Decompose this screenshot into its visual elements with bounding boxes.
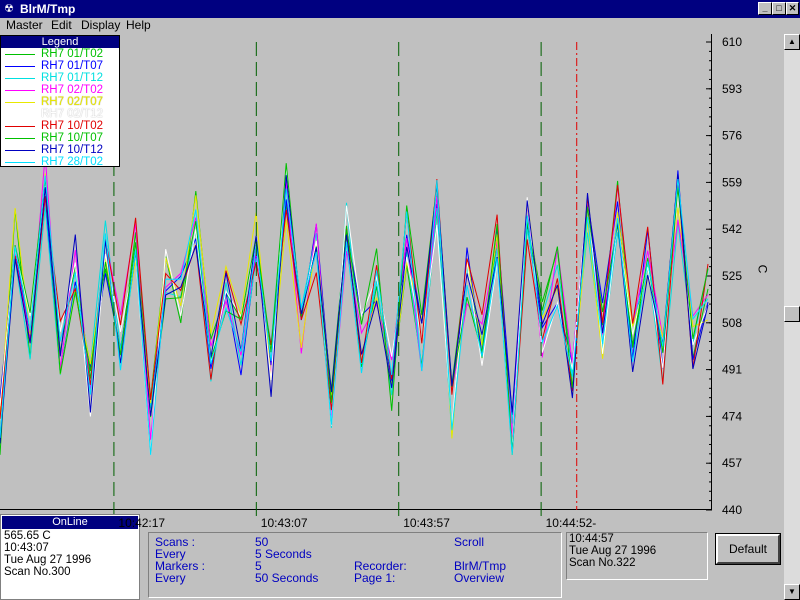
recorder-icon[interactable]: ☢	[4, 3, 14, 15]
legend-item[interactable]: RH7 01/T07	[1, 60, 119, 72]
page-value: Overview	[454, 571, 505, 585]
menu-help[interactable]: Help	[126, 18, 151, 32]
scroll-down-button[interactable]: ▼	[784, 584, 800, 600]
legend-swatch	[5, 66, 35, 67]
series-line	[0, 175, 709, 455]
markers-label: Markers :	[155, 559, 206, 573]
online-header: OnLine	[2, 516, 138, 529]
legend-label: RH7 02/T12	[41, 108, 104, 120]
legend-item[interactable]: RH7 02/T12	[1, 108, 119, 120]
y-tick-label: 440	[722, 503, 742, 517]
legend-swatch	[5, 126, 35, 127]
recorder-label: Recorder:	[354, 559, 407, 573]
y-tick-label: 559	[722, 175, 742, 189]
legend-item[interactable]: RH7 10/T07	[1, 132, 119, 144]
maximize-button[interactable]: □	[772, 2, 786, 15]
y-axis-unit: C	[755, 264, 770, 274]
legend-swatch	[5, 162, 35, 163]
legend-item[interactable]: RH7 10/T12	[1, 144, 119, 156]
series-line	[0, 174, 709, 444]
y-tick-label: 593	[722, 82, 742, 96]
y-tick-label: 457	[722, 456, 742, 470]
trend-chart: 610 593 576 559 542 525 508 491 474 457 440	[0, 35, 742, 522]
legend-title: Legend	[1, 36, 119, 48]
legend-item[interactable]: RH7 02/T02	[1, 84, 119, 96]
x-tick-label: 10:43:07	[260, 516, 308, 530]
window-title: BlrM/Tmp	[20, 2, 76, 16]
menu-master[interactable]: Master	[6, 18, 43, 32]
every-label-2: Every	[155, 571, 186, 585]
markers-value: 5	[255, 559, 262, 573]
legend-swatch	[5, 54, 35, 55]
cursor-date: Tue Aug 27 1996	[569, 545, 657, 557]
scroll-up-button[interactable]: ▲	[784, 34, 800, 50]
scans-value: 50	[255, 535, 269, 549]
legend-label: RH7 10/T12	[41, 144, 104, 156]
x-tick-label: 10:42:17	[118, 516, 166, 530]
cursor-time: 10:44:57	[569, 533, 614, 545]
legend-label: RH7 02/T07	[41, 96, 104, 108]
legend-item[interactable]: RH7 28/T02	[1, 156, 119, 167]
menu-display[interactable]: Display	[81, 18, 121, 32]
legend-label: RH7 01/T07	[41, 60, 104, 72]
current-value: 565.65 C	[4, 530, 51, 542]
title-bar: ☢ BlrM/Tmp _ □ ✕	[0, 0, 800, 18]
vertical-scrollbar[interactable]: ▲ ▼	[784, 34, 800, 600]
every-label-1: Every	[155, 547, 186, 561]
y-tick-label: 474	[722, 409, 742, 423]
legend-swatch	[5, 90, 35, 91]
recorder-value: BlrM/Tmp	[454, 559, 506, 573]
legend-item[interactable]: RH7 10/T02	[1, 120, 119, 132]
legend-item[interactable]: RH7 01/T02	[1, 48, 119, 60]
page-label: Page 1:	[354, 571, 396, 585]
series-line	[0, 179, 709, 453]
current-scan: Scan No.300	[4, 566, 71, 578]
legend-label: RH7 10/T07	[41, 132, 104, 144]
legend-label: RH7 01/T02	[41, 48, 104, 60]
legend-swatch	[5, 138, 35, 139]
legend-label: RH7 10/T02	[41, 120, 104, 132]
x-tick-label: 10:44:52-	[545, 516, 597, 530]
recorder-info-panel: Scans : 50 Scroll Every 5 Seconds Marker…	[148, 532, 562, 598]
default-button[interactable]: Default	[715, 533, 781, 565]
scroll-mode: Scroll	[454, 535, 485, 549]
minimize-button[interactable]: _	[758, 2, 772, 15]
series-line	[0, 172, 709, 437]
current-date: Tue Aug 27 1996	[4, 554, 92, 566]
scan-interval: 5 Seconds	[255, 547, 312, 561]
legend-panel: Legend RH7 01/T02 RH7 01/T07 RH7 01/T12 RH7…	[0, 35, 120, 167]
y-tick-label: 525	[722, 269, 742, 283]
legend-label: RH7 01/T12	[41, 72, 104, 84]
y-tick-label: 542	[722, 222, 742, 236]
menu-bar: Master Edit Display Help	[0, 18, 800, 34]
close-button[interactable]: ✕	[786, 2, 799, 15]
series-line	[0, 170, 709, 433]
y-tick-label: 491	[722, 363, 742, 377]
x-tick-label: 10:43:57	[403, 516, 450, 530]
marker-interval: 50 Seconds	[255, 571, 319, 585]
legend-label: RH7 28/T02	[41, 156, 104, 167]
cursor-scan: Scan No.322	[569, 557, 636, 569]
online-status-panel: OnLine 565.65 C 10:43:07 Tue Aug 27 1996…	[0, 514, 140, 600]
legend-swatch	[5, 78, 35, 79]
legend-swatch	[5, 150, 35, 151]
menu-edit[interactable]: Edit	[51, 18, 72, 32]
legend-item[interactable]: RH7 02/T07	[1, 96, 119, 108]
current-time: 10:43:07	[4, 542, 49, 554]
legend-swatch	[5, 114, 35, 115]
y-tick-label: 508	[722, 316, 742, 330]
y-tick-label: 576	[722, 129, 742, 143]
scroll-thumb[interactable]	[784, 306, 800, 322]
cursor-status-panel: 10:44:57 Tue Aug 27 1996 Scan No.322	[566, 532, 708, 580]
legend-label: RH7 02/T02	[41, 84, 104, 96]
legend-list: RH7 01/T02 RH7 01/T07 RH7 01/T12 RH7 02/T02…	[1, 48, 119, 167]
scans-label: Scans :	[155, 535, 196, 549]
legend-swatch	[5, 102, 35, 103]
legend-item[interactable]: RH7 01/T12	[1, 72, 119, 84]
y-tick-label: 610	[722, 35, 742, 49]
